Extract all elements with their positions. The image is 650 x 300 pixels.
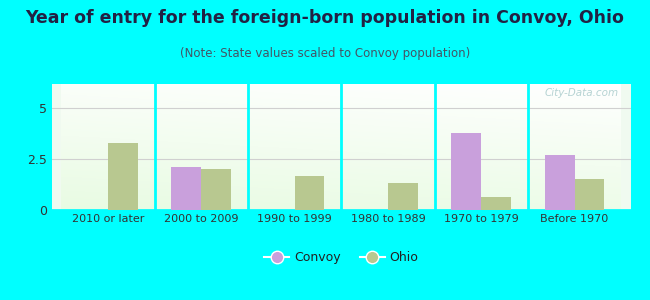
Bar bbox=[172, 167, 202, 210]
Bar bbox=[202, 169, 231, 210]
Legend: Convoy, Ohio: Convoy, Ohio bbox=[259, 246, 423, 269]
Bar bbox=[108, 143, 138, 210]
Bar bbox=[451, 133, 481, 210]
Bar bbox=[481, 197, 511, 210]
Bar bbox=[294, 176, 324, 210]
Text: (Note: State values scaled to Convoy population): (Note: State values scaled to Convoy pop… bbox=[180, 46, 470, 59]
Bar bbox=[575, 178, 604, 210]
Bar bbox=[388, 183, 418, 210]
Text: City-Data.com: City-Data.com bbox=[545, 88, 619, 98]
Text: Year of entry for the foreign-born population in Convoy, Ohio: Year of entry for the foreign-born popul… bbox=[25, 9, 625, 27]
Bar bbox=[545, 155, 575, 210]
